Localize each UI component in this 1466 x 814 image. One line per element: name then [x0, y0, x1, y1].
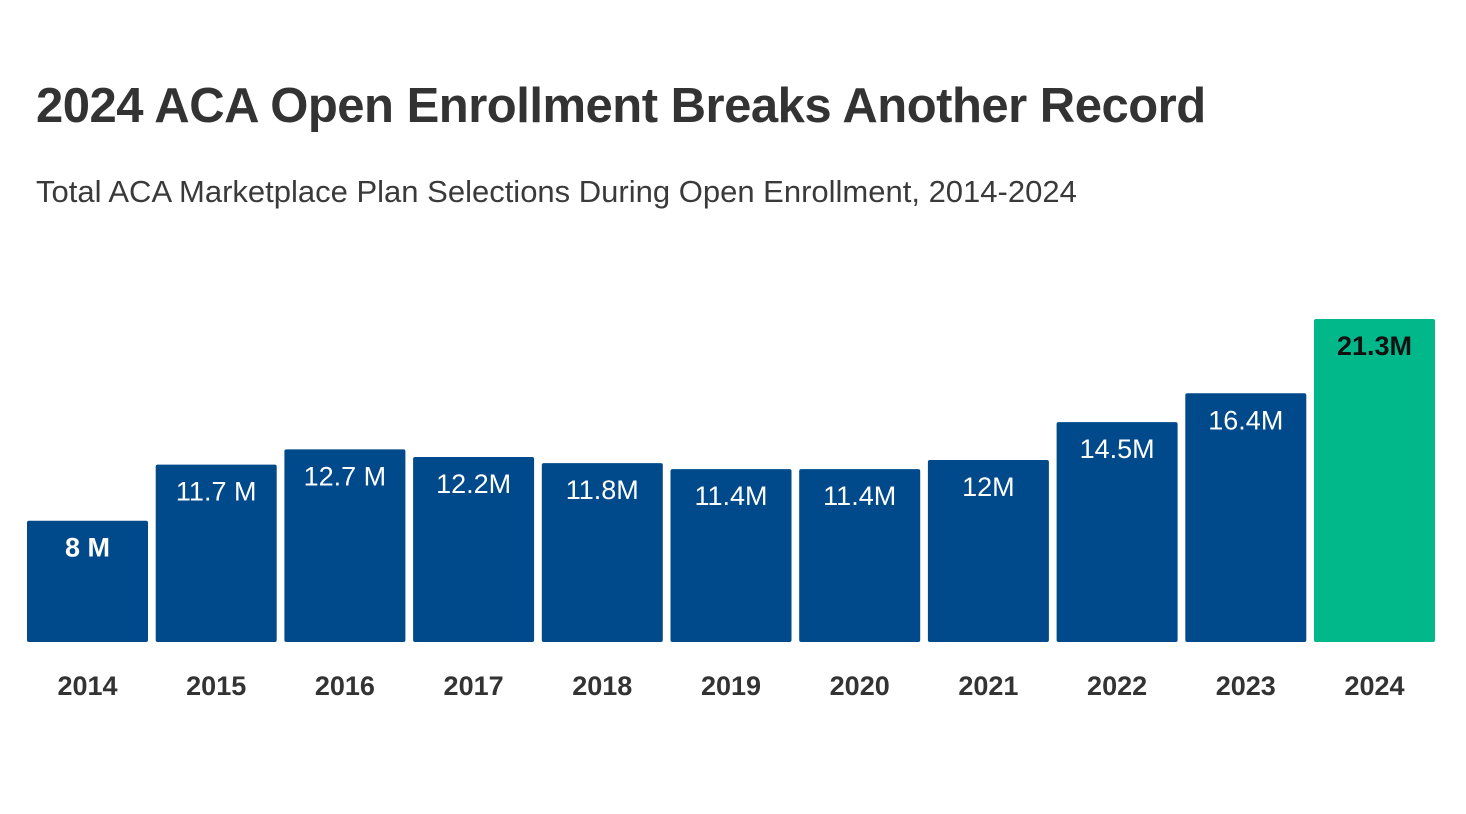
data-label-2016: 12.7 M [304, 461, 387, 491]
data-label-2023: 16.4M [1208, 405, 1283, 435]
data-label-2019: 11.4M [694, 481, 767, 511]
data-labels-group: 8 M 11.7 M 12.7 M 12.2M 11.8M 11.4M 11.4M 12M 14… [65, 331, 1412, 563]
bar-2015 [155, 464, 277, 642]
x-tick-label-2015: 2015 [186, 671, 246, 701]
x-tick-label-2022: 2022 [1087, 671, 1147, 701]
data-label-2014: 8 M [65, 533, 110, 563]
x-tick-label-2019: 2019 [701, 671, 761, 701]
bar-2021 [927, 460, 1049, 642]
bar-2016 [284, 449, 406, 642]
x-tick-label-2024: 2024 [1344, 671, 1404, 701]
x-tick-label-2016: 2016 [315, 671, 375, 701]
bar-2019 [670, 469, 792, 642]
x-tick-label-2020: 2020 [830, 671, 890, 701]
data-label-2024: 21.3M [1337, 331, 1412, 361]
data-label-2018: 11.8M [566, 475, 639, 505]
bar-2018 [541, 463, 663, 642]
chart-subtitle: Total ACA Marketplace Plan Selections Du… [36, 174, 1077, 209]
x-axis-tick-labels: 2014 2015 2016 2017 2018 2019 2020 2021 2022 2023… [57, 671, 1404, 701]
data-label-2021: 12M [962, 472, 1015, 502]
data-label-2020: 11.4M [823, 481, 896, 511]
bar-2017 [413, 457, 535, 642]
data-label-2022: 14.5M [1080, 434, 1155, 464]
bar-2024 [1314, 319, 1435, 642]
x-tick-label-2014: 2014 [57, 671, 117, 701]
data-label-2015: 11.7 M [176, 477, 257, 507]
bar-2023 [1185, 393, 1307, 642]
x-tick-label-2021: 2021 [958, 671, 1018, 701]
data-label-2017: 12.2M [436, 469, 511, 499]
bar-2022 [1056, 422, 1178, 642]
bars-group [27, 319, 1435, 642]
bar-2014 [27, 520, 148, 642]
bar-2020 [799, 469, 921, 642]
x-tick-label-2023: 2023 [1216, 671, 1276, 701]
x-tick-label-2018: 2018 [572, 671, 632, 701]
x-tick-label-2017: 2017 [444, 671, 504, 701]
chart-title: 2024 ACA Open Enrollment Breaks Another … [36, 79, 1206, 133]
